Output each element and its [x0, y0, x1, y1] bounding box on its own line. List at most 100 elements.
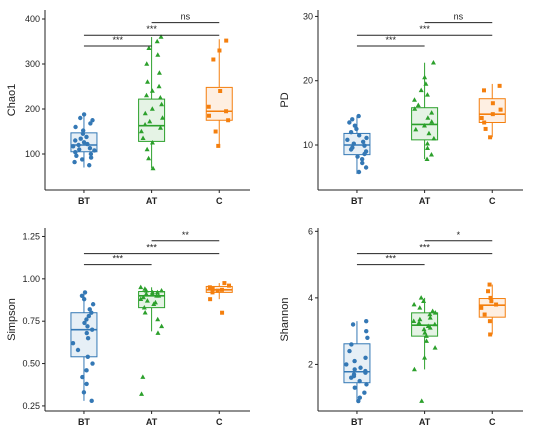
- box-bt: [70, 290, 98, 401]
- significance-label: ***: [386, 35, 397, 45]
- data-point: [424, 92, 430, 97]
- data-point: [422, 355, 428, 360]
- y-tick-label: 0.75: [22, 316, 40, 326]
- data-point: [356, 398, 361, 404]
- data-point: [352, 367, 357, 372]
- data-point: [498, 107, 503, 112]
- data-point: [87, 145, 93, 151]
- data-point: [481, 88, 486, 93]
- significance-label: *: [457, 230, 461, 240]
- data-point: [90, 302, 96, 307]
- data-point: [142, 122, 148, 127]
- data-point: [479, 305, 484, 310]
- data-point: [80, 131, 86, 136]
- data-point: [357, 395, 363, 400]
- significance-label: ***: [146, 24, 157, 34]
- data-point: [92, 148, 97, 153]
- data-point: [159, 323, 165, 329]
- data-point: [84, 381, 89, 387]
- data-point: [84, 368, 89, 373]
- data-point: [421, 123, 427, 128]
- data-point: [432, 345, 438, 350]
- data-point: [159, 101, 165, 107]
- data-point: [413, 126, 419, 132]
- data-point: [363, 165, 369, 170]
- data-point: [356, 169, 362, 175]
- data-point: [159, 287, 165, 293]
- data-point: [87, 163, 92, 168]
- data-point: [489, 299, 494, 304]
- data-point: [494, 302, 499, 307]
- data-point: [427, 315, 433, 320]
- data-point: [156, 70, 162, 75]
- data-point: [154, 289, 160, 295]
- box-c: [205, 39, 233, 148]
- data-point: [154, 293, 160, 298]
- data-point: [224, 109, 229, 114]
- data-point: [348, 129, 354, 135]
- x-tick-label-c: C: [489, 196, 496, 206]
- data-point: [142, 310, 148, 315]
- data-point: [355, 154, 360, 159]
- data-point: [72, 159, 77, 165]
- box-at: [138, 37, 166, 169]
- data-point: [74, 153, 79, 158]
- data-point: [210, 290, 215, 295]
- data-point: [488, 135, 493, 140]
- y-tick-label: 0.25: [22, 401, 40, 411]
- x-tick-label-bt: BT: [78, 196, 90, 206]
- y-tick-label: 100: [25, 149, 40, 159]
- data-point: [152, 299, 158, 305]
- data-point: [347, 348, 352, 354]
- data-point: [210, 287, 215, 291]
- y-axis-label: Simpson: [6, 298, 18, 341]
- data-point: [350, 117, 355, 122]
- data-point: [432, 310, 438, 315]
- data-point: [349, 342, 354, 347]
- y-tick-label: 200: [25, 104, 40, 114]
- data-point: [141, 304, 147, 310]
- data-point: [417, 316, 423, 322]
- significance-label: ***: [113, 254, 124, 264]
- data-point: [356, 113, 361, 119]
- x-tick-label-bt: BT: [351, 417, 363, 427]
- data-point: [143, 92, 149, 98]
- data-point: [411, 366, 417, 372]
- data-point: [89, 398, 94, 404]
- y-tick-label: 300: [25, 59, 40, 69]
- data-point: [488, 332, 493, 337]
- data-point: [70, 144, 76, 149]
- data-point: [80, 374, 85, 380]
- y-tick-label: 30: [303, 11, 313, 21]
- data-point: [360, 160, 365, 166]
- data-point: [70, 341, 76, 346]
- data-point: [218, 89, 223, 93]
- data-point: [140, 135, 146, 141]
- y-axis-label: PD: [279, 92, 291, 107]
- data-point: [421, 326, 427, 332]
- data-point: [424, 338, 430, 343]
- y-tick-label: 1.25: [22, 231, 40, 241]
- data-point: [482, 312, 487, 317]
- data-point: [150, 289, 156, 295]
- data-point: [139, 391, 145, 396]
- data-point: [357, 378, 362, 384]
- data-point: [345, 137, 350, 143]
- data-point: [352, 385, 358, 390]
- data-point: [347, 120, 352, 125]
- data-point: [424, 156, 430, 161]
- data-point: [84, 317, 89, 322]
- data-point: [77, 147, 82, 152]
- data-point: [429, 119, 435, 124]
- significance-label: ns: [181, 12, 191, 22]
- data-point: [217, 48, 222, 53]
- data-point: [364, 318, 369, 324]
- x-tick-label-c: C: [216, 196, 223, 206]
- data-point: [156, 83, 162, 89]
- data-point: [363, 368, 368, 374]
- x-tick-label-at: AT: [419, 417, 431, 427]
- data-point: [364, 328, 369, 334]
- significance-label: ***: [419, 24, 430, 34]
- data-point: [206, 104, 211, 109]
